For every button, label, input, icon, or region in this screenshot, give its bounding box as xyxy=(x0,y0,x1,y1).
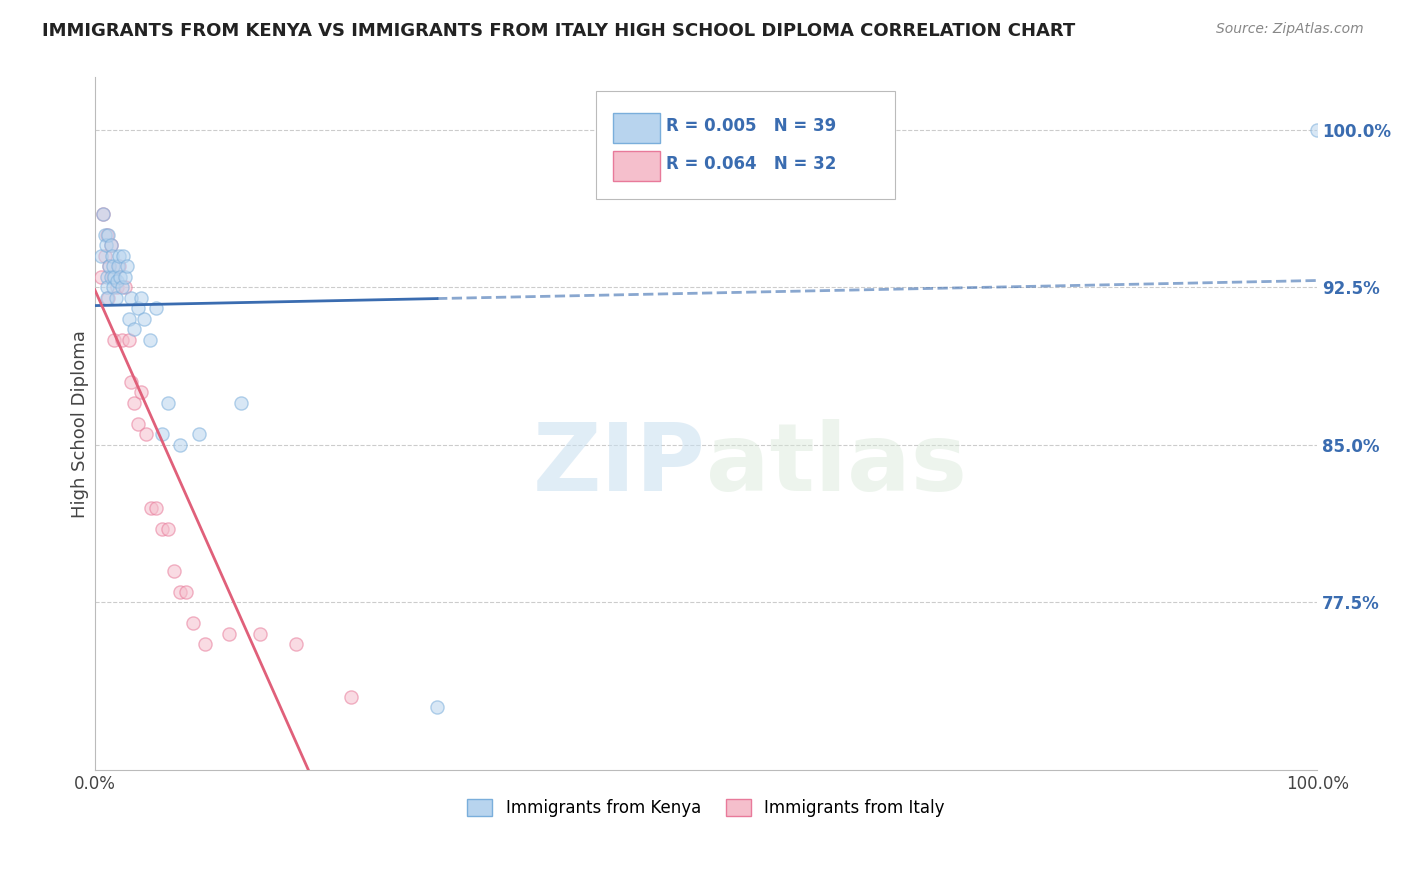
FancyBboxPatch shape xyxy=(596,91,896,199)
Point xyxy=(93,207,115,221)
Point xyxy=(111,249,134,263)
Point xyxy=(97,291,120,305)
Point xyxy=(218,626,240,640)
Point xyxy=(93,207,115,221)
Point xyxy=(121,291,143,305)
Point xyxy=(105,280,128,294)
Point xyxy=(104,291,127,305)
Point xyxy=(249,626,271,640)
Point xyxy=(107,260,129,274)
Point xyxy=(139,333,162,347)
Text: Source: ZipAtlas.com: Source: ZipAtlas.com xyxy=(1216,22,1364,37)
Point xyxy=(97,227,120,242)
Point xyxy=(150,427,173,442)
Point xyxy=(157,395,180,409)
Point xyxy=(100,238,122,252)
Point xyxy=(93,249,115,263)
Point xyxy=(101,280,124,294)
Text: R = 0.064   N = 32: R = 0.064 N = 32 xyxy=(665,155,837,173)
Point xyxy=(105,274,128,288)
Point xyxy=(114,280,136,294)
Point xyxy=(163,564,186,578)
Point xyxy=(96,227,118,242)
Point xyxy=(100,269,122,284)
Point xyxy=(90,249,112,263)
Point xyxy=(103,269,125,284)
Point xyxy=(194,637,217,651)
Point xyxy=(122,322,145,336)
Point xyxy=(176,584,198,599)
Point xyxy=(96,291,118,305)
FancyBboxPatch shape xyxy=(613,112,659,144)
Point xyxy=(108,260,131,274)
Point xyxy=(145,301,167,316)
Point xyxy=(94,238,117,252)
Point xyxy=(129,291,152,305)
Text: IMMIGRANTS FROM KENYA VS IMMIGRANTS FROM ITALY HIGH SCHOOL DIPLOMA CORRELATION C: IMMIGRANTS FROM KENYA VS IMMIGRANTS FROM… xyxy=(42,22,1076,40)
Point xyxy=(114,269,136,284)
Point xyxy=(169,584,191,599)
Legend: Immigrants from Kenya, Immigrants from Italy: Immigrants from Kenya, Immigrants from I… xyxy=(461,792,952,824)
Point xyxy=(108,249,131,263)
Point xyxy=(98,260,121,274)
Point xyxy=(118,311,141,326)
FancyBboxPatch shape xyxy=(613,151,659,181)
Point xyxy=(111,280,134,294)
Point xyxy=(115,260,138,274)
Point xyxy=(135,427,157,442)
Point xyxy=(98,260,121,274)
Point xyxy=(100,238,122,252)
Point xyxy=(181,616,204,631)
Point xyxy=(96,280,118,294)
Point xyxy=(96,269,118,284)
Text: atlas: atlas xyxy=(706,419,967,511)
Point xyxy=(132,311,155,326)
Point xyxy=(139,500,162,515)
Y-axis label: High School Diploma: High School Diploma xyxy=(72,330,89,517)
Text: ZIP: ZIP xyxy=(533,419,706,511)
Point xyxy=(122,395,145,409)
Point xyxy=(169,438,191,452)
Point xyxy=(90,269,112,284)
Point xyxy=(110,269,132,284)
Point xyxy=(93,227,115,242)
Point xyxy=(127,417,149,431)
Point xyxy=(1306,123,1329,137)
Point xyxy=(129,385,152,400)
Point xyxy=(145,500,167,515)
Point xyxy=(111,333,134,347)
Point xyxy=(101,260,124,274)
Point xyxy=(150,522,173,536)
Point xyxy=(103,333,125,347)
Text: R = 0.005   N = 39: R = 0.005 N = 39 xyxy=(665,117,837,135)
Point xyxy=(340,690,363,704)
Point xyxy=(121,375,143,389)
Point xyxy=(157,522,180,536)
Point xyxy=(101,269,124,284)
Point xyxy=(127,301,149,316)
Point xyxy=(285,637,308,651)
Point xyxy=(101,249,124,263)
Point xyxy=(231,395,253,409)
Point xyxy=(187,427,209,442)
Point xyxy=(118,333,141,347)
Point xyxy=(426,700,449,714)
